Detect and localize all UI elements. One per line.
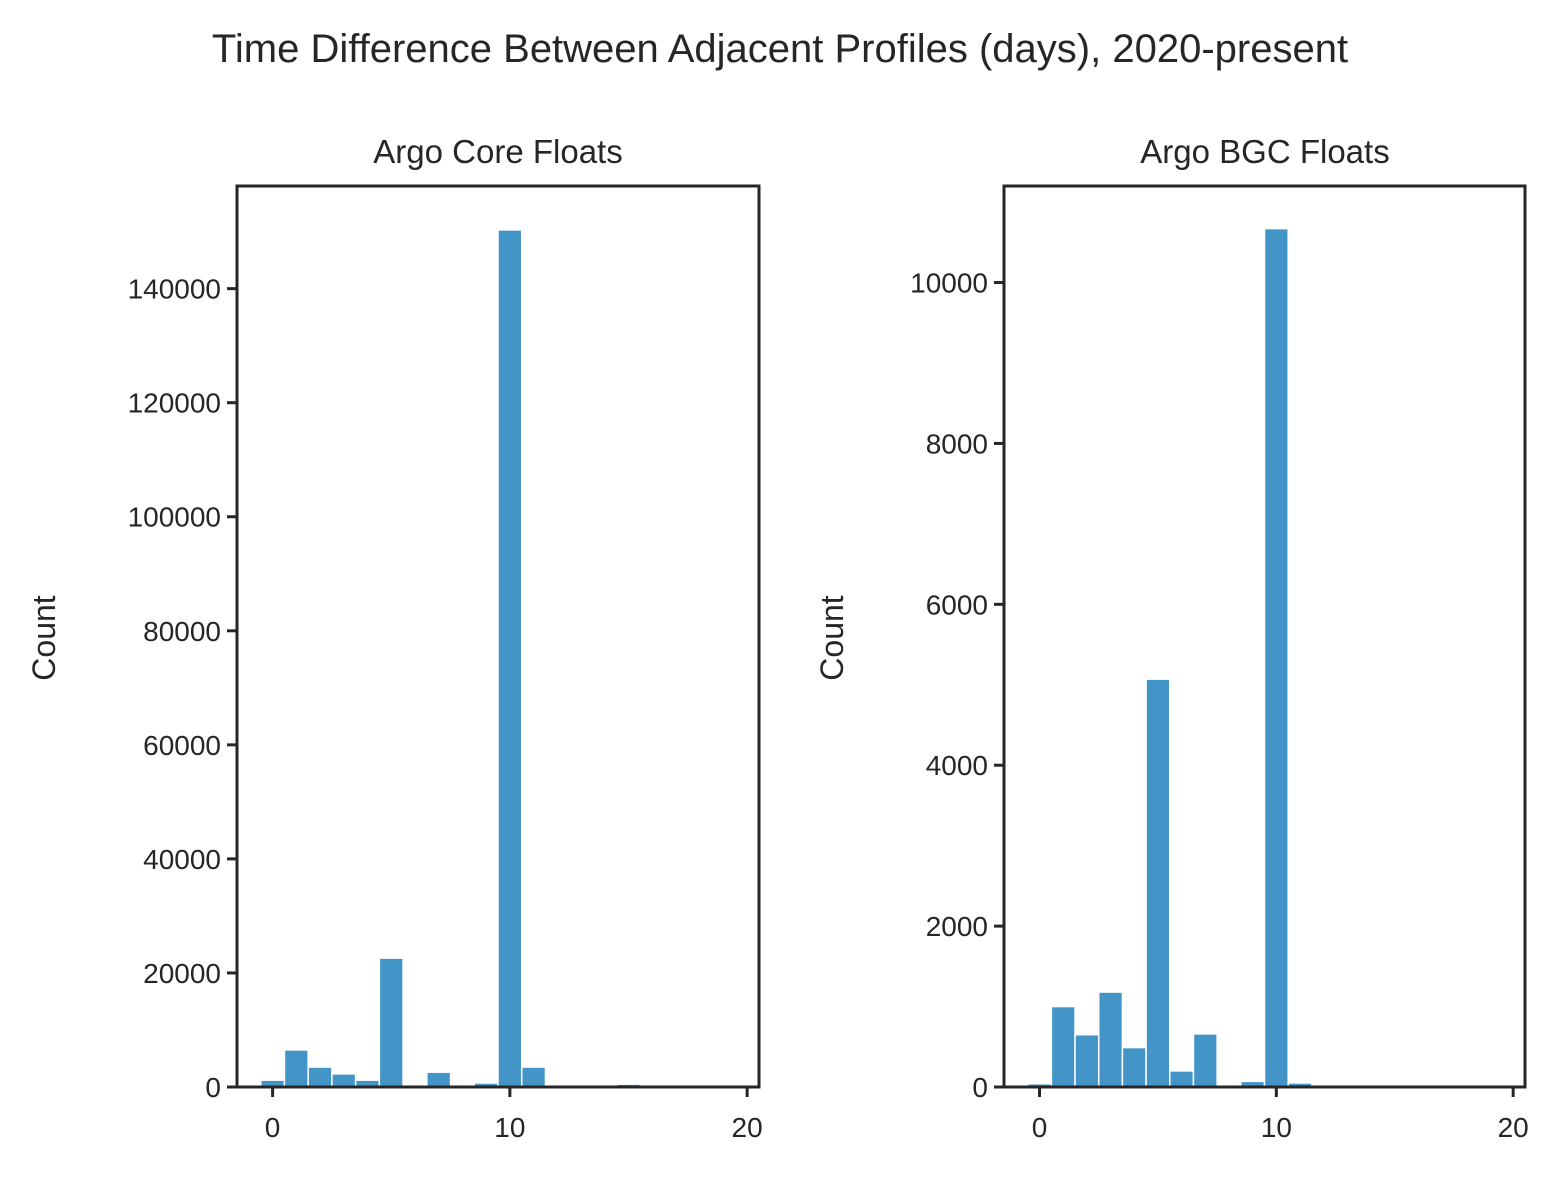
y-tick-label: 4000 — [926, 750, 988, 781]
y-axis-label: Count — [814, 595, 850, 681]
bar — [378, 957, 404, 1088]
y-axis-ticks: 0 2000 4000 6000 8000 10000 — [910, 268, 1004, 1103]
x-tick-label: 20 — [732, 1112, 763, 1143]
x-tick-label: 20 — [1498, 1112, 1529, 1143]
plot-frame — [1002, 184, 1527, 1089]
bar — [283, 1049, 309, 1088]
bar — [1145, 678, 1171, 1088]
y-tick-label: 0 — [972, 1072, 988, 1103]
y-tick-label: 2000 — [926, 911, 988, 942]
panel-argo-core-floats: Argo Core Floats Count 0 20000 40000 60000 8… — [26, 133, 763, 1143]
x-tick-label: 10 — [494, 1112, 525, 1143]
y-tick-label: 6000 — [926, 589, 988, 620]
x-tick-label: 0 — [1032, 1112, 1048, 1143]
y-tick-label: 0 — [205, 1072, 221, 1103]
bars — [259, 229, 737, 1088]
bar — [520, 1066, 547, 1088]
bar — [1050, 1005, 1076, 1088]
y-axis-label: Count — [26, 595, 62, 681]
bar — [1192, 1033, 1218, 1088]
y-axis-ticks: 0 20000 40000 60000 80000 100000 120000 140000 — [128, 274, 237, 1103]
y-tick-label: 100000 — [128, 502, 221, 533]
y-tick-label: 80000 — [143, 616, 221, 647]
x-axis-ticks: 0 10 20 — [265, 1087, 763, 1143]
panel-title: Argo BGC Floats — [1140, 133, 1389, 170]
bar — [1121, 1046, 1147, 1088]
bar — [426, 1071, 452, 1088]
figure-title: Time Difference Between Adjacent Profile… — [212, 27, 1348, 71]
bars — [1026, 227, 1313, 1088]
y-tick-label: 40000 — [143, 844, 221, 875]
bar — [1169, 1070, 1195, 1088]
plot-frame — [235, 184, 761, 1089]
y-tick-label: 60000 — [143, 730, 221, 761]
x-tick-label: 0 — [265, 1112, 281, 1143]
y-tick-label: 120000 — [128, 388, 221, 419]
bar — [331, 1073, 357, 1088]
y-tick-label: 20000 — [143, 958, 221, 989]
bar — [1074, 1033, 1100, 1088]
bar — [307, 1066, 333, 1088]
x-tick-label: 10 — [1261, 1112, 1292, 1143]
panel-title: Argo Core Floats — [373, 133, 622, 170]
y-tick-label: 10000 — [910, 268, 988, 299]
y-tick-label: 8000 — [926, 428, 988, 459]
bar — [1097, 991, 1124, 1088]
panel-argo-bgc-floats: Argo BGC Floats Count 0 2000 4000 6000 8000 1… — [814, 133, 1529, 1143]
bar — [1263, 227, 1289, 1088]
x-axis-ticks: 0 10 20 — [1032, 1087, 1529, 1143]
y-tick-label: 140000 — [128, 274, 221, 305]
bar — [497, 229, 523, 1088]
